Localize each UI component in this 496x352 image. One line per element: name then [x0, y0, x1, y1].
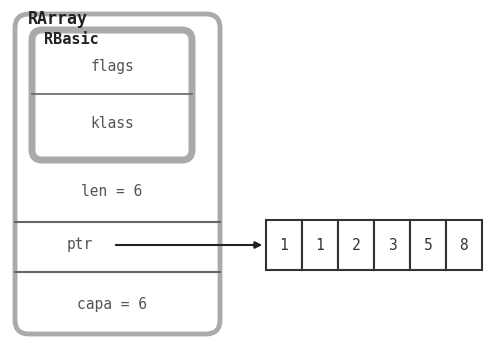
Text: ptr: ptr [67, 238, 93, 252]
Text: 1: 1 [315, 238, 324, 252]
Text: flags: flags [90, 59, 134, 75]
Text: 5: 5 [424, 238, 433, 252]
Text: 3: 3 [388, 238, 396, 252]
Text: 1: 1 [280, 238, 288, 252]
Bar [266, 220, 302, 270]
FancyBboxPatch shape [32, 30, 192, 160]
Bar [338, 220, 374, 270]
Text: klass: klass [90, 117, 134, 132]
Text: capa = 6: capa = 6 [77, 296, 147, 312]
FancyBboxPatch shape [15, 14, 220, 334]
Bar [446, 220, 482, 270]
Bar [410, 220, 446, 270]
Bar [302, 220, 338, 270]
Text: RBasic: RBasic [44, 32, 99, 48]
Text: 2: 2 [352, 238, 361, 252]
Bar [374, 220, 410, 270]
Text: RArray: RArray [28, 10, 88, 28]
Text: 8: 8 [460, 238, 468, 252]
Text: len = 6: len = 6 [81, 184, 143, 200]
